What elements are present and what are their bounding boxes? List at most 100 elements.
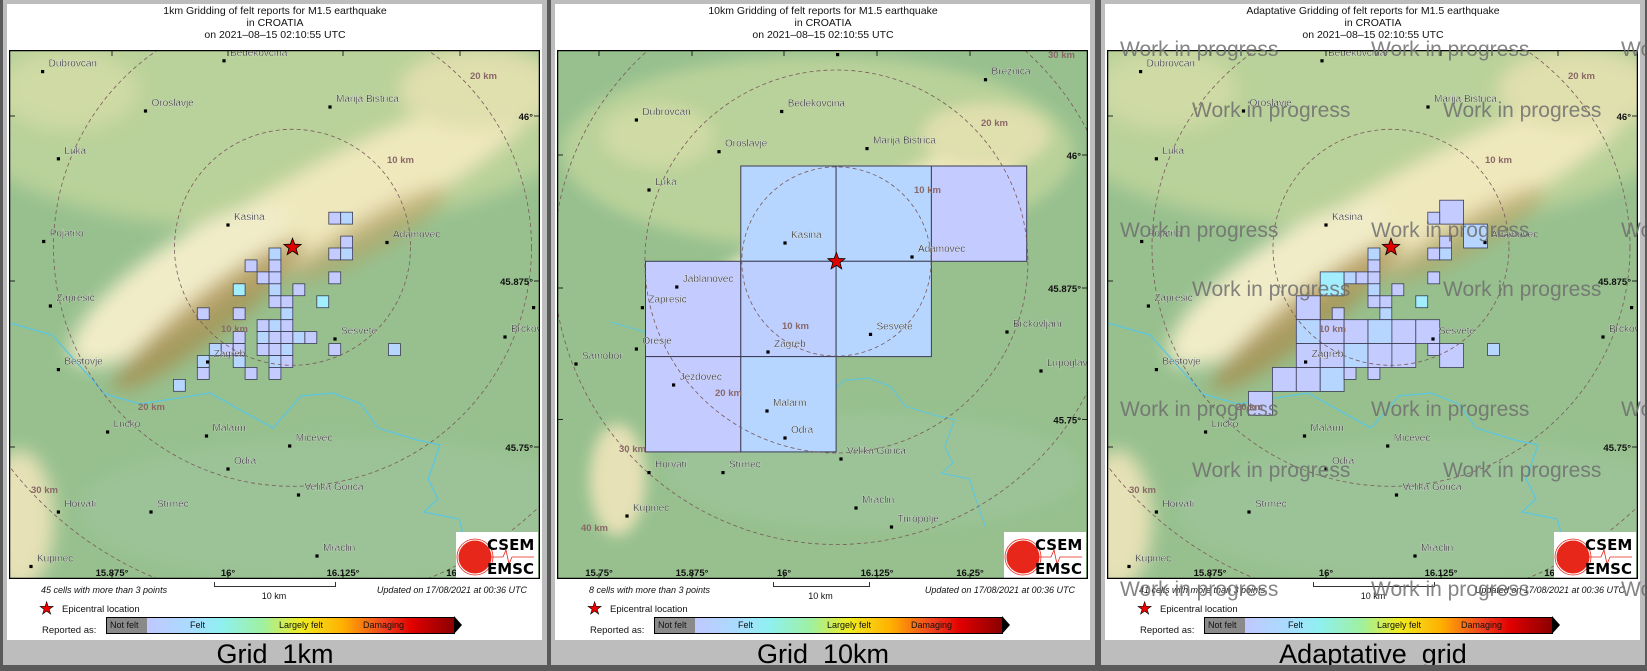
grid-cell[interactable] (304, 331, 318, 344)
grid-cell[interactable] (1367, 283, 1381, 297)
grid-cell[interactable] (280, 343, 294, 356)
grid-cell[interactable] (1379, 295, 1393, 309)
grid-cell[interactable] (1319, 367, 1345, 392)
grid-cell[interactable] (232, 355, 246, 368)
grid-cell[interactable] (268, 355, 282, 368)
logo-text-bottom: EMSC (487, 560, 534, 578)
grid-cell[interactable] (1343, 271, 1357, 285)
grid-cell[interactable] (1439, 343, 1465, 368)
grid-cell[interactable] (328, 271, 342, 285)
grid-cell[interactable] (1367, 259, 1381, 273)
title-line: in CROATIA (246, 17, 304, 29)
grid-cell[interactable] (280, 355, 294, 368)
grid-cell[interactable] (268, 283, 282, 297)
grid-cell[interactable] (1439, 235, 1453, 249)
grid-cell[interactable] (244, 367, 258, 380)
city-marker (56, 368, 60, 372)
csem-emsc-logo[interactable]: CSEM EMSC (1554, 532, 1636, 579)
grid-cell[interactable] (1391, 283, 1405, 297)
grid-cell[interactable] (1295, 295, 1321, 321)
grid-cell[interactable] (268, 367, 282, 380)
grid-cell[interactable] (328, 211, 342, 225)
grid-cell[interactable] (268, 343, 282, 356)
grid-cell[interactable] (1343, 367, 1357, 380)
grid-cell[interactable] (1319, 271, 1345, 297)
grid-cell[interactable] (1463, 223, 1488, 249)
grid-cell[interactable] (1487, 343, 1500, 356)
grid-cell[interactable] (1343, 343, 1369, 368)
grid-cell[interactable] (1439, 247, 1453, 261)
epicenter-star-icon[interactable] (826, 251, 847, 270)
grid-cell[interactable] (1427, 271, 1441, 285)
grid-cell[interactable] (316, 295, 330, 309)
grid-cell[interactable] (1427, 343, 1441, 356)
grid-cell[interactable] (1415, 295, 1429, 309)
grid-cell[interactable] (1271, 367, 1297, 392)
grid-cell[interactable] (1367, 271, 1381, 285)
grid-cell[interactable] (256, 271, 270, 285)
grid-cell[interactable] (1391, 343, 1417, 368)
grid-cell[interactable] (280, 319, 294, 333)
grid-cell[interactable] (256, 343, 270, 356)
grid-cell[interactable] (1343, 319, 1369, 345)
csem-emsc-logo[interactable]: CSEM EMSC (1004, 532, 1086, 579)
grid-cell[interactable] (256, 319, 270, 333)
grid-cell[interactable] (232, 283, 246, 297)
epicenter-star-icon[interactable] (282, 237, 303, 256)
grid-cell[interactable] (835, 260, 932, 358)
grid-cell[interactable] (1367, 319, 1393, 345)
grid-cell[interactable] (340, 247, 354, 261)
grid-cell[interactable] (1415, 319, 1441, 345)
grid-cell[interactable] (740, 260, 837, 358)
grid-cell[interactable] (268, 259, 282, 273)
grid-cell[interactable] (232, 307, 246, 321)
grid-cell[interactable] (645, 356, 742, 453)
panel-caption: Grid_1km (216, 639, 334, 665)
city-marker (1247, 510, 1251, 514)
grid-cell[interactable] (740, 165, 837, 262)
grid-cell[interactable] (268, 319, 282, 333)
grid-cell[interactable] (1355, 271, 1369, 285)
grid-cell[interactable] (328, 343, 342, 356)
grid-cell[interactable] (292, 283, 306, 297)
grid-cell[interactable] (196, 367, 210, 380)
grid-cell[interactable] (1427, 211, 1441, 225)
grid-cell[interactable] (268, 295, 282, 309)
grid-cell[interactable] (388, 343, 401, 356)
grid-cell[interactable] (196, 307, 210, 321)
grid-cell[interactable] (280, 331, 294, 344)
grid-cell[interactable] (280, 307, 294, 321)
grid-cell[interactable] (1427, 247, 1441, 261)
grid-cell[interactable] (645, 260, 742, 358)
grid-cell[interactable] (1367, 247, 1381, 261)
epicenter-star-icon[interactable] (1381, 237, 1401, 256)
grid-cell[interactable] (835, 165, 932, 262)
grid-cell[interactable] (340, 235, 354, 249)
grid-cell[interactable] (1331, 307, 1345, 321)
csem-emsc-logo[interactable]: CSEM EMSC (456, 532, 538, 579)
grid-cell[interactable] (268, 331, 282, 344)
city-marker (836, 53, 840, 57)
grid-cell[interactable] (1248, 390, 1273, 416)
grid-cell[interactable] (1379, 307, 1393, 321)
grid-cell[interactable] (340, 211, 354, 225)
grid-cell[interactable] (1367, 367, 1381, 380)
grid-cell[interactable] (1367, 295, 1381, 309)
grid-cell[interactable] (256, 331, 270, 344)
grid-cell[interactable] (172, 378, 186, 392)
grid-cell[interactable] (268, 271, 282, 285)
city-marker (206, 360, 210, 364)
city-label: Adamovec (393, 230, 440, 241)
ring-distance-label: 10 km (914, 185, 941, 196)
title-line: in CROATIA (794, 17, 852, 29)
distance-ring (557, 50, 1088, 545)
grid-cell[interactable] (740, 356, 837, 453)
grid-cell[interactable] (280, 295, 294, 309)
grid-cell[interactable] (244, 259, 258, 273)
grid-cell[interactable] (1439, 199, 1465, 225)
grid-cell[interactable] (1391, 319, 1417, 345)
grid-cell[interactable] (328, 247, 342, 261)
grid-cell[interactable] (292, 331, 306, 344)
grid-cell[interactable] (268, 247, 282, 261)
grid-cell[interactable] (1295, 367, 1321, 392)
